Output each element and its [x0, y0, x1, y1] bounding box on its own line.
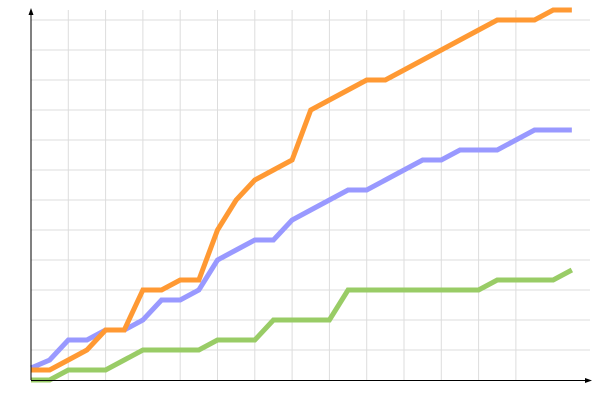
axes [28, 8, 592, 383]
series-line-0 [31, 7, 572, 373]
x-axis-arrow [585, 378, 592, 383]
series-line-2 [31, 267, 574, 383]
series-lines [30, 7, 574, 383]
y-axis-arrow [28, 8, 34, 15]
grid [31, 10, 590, 380]
